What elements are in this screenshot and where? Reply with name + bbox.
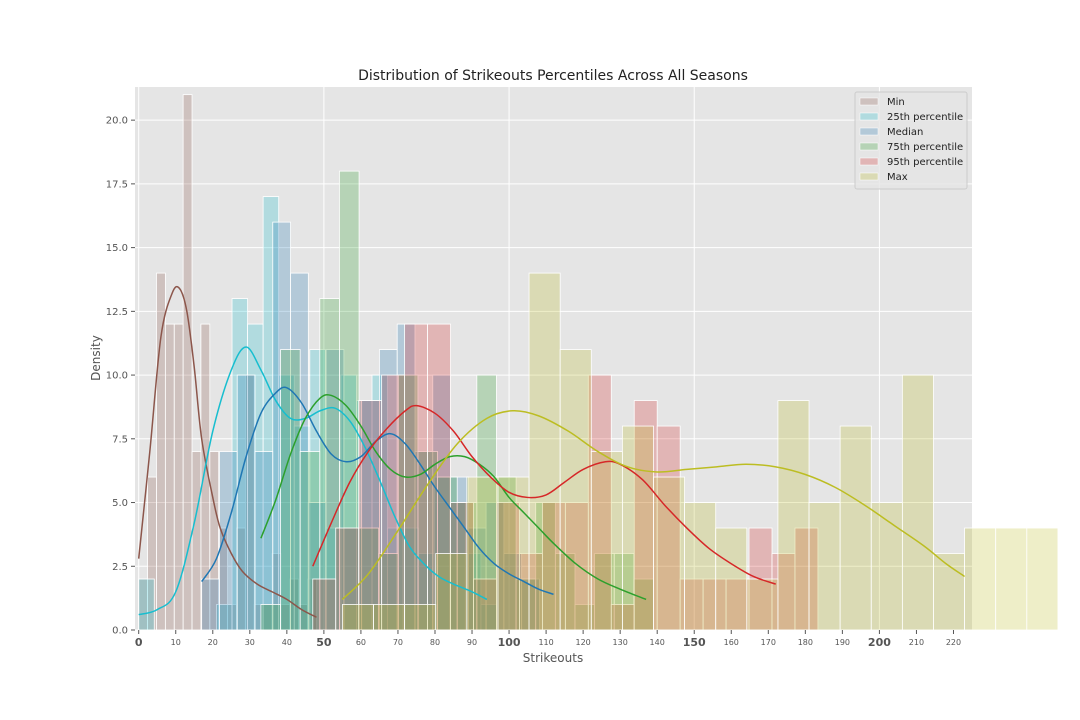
x-tick-label: 170 bbox=[761, 638, 776, 647]
x-axis-ticks: 0 10 20 30 40 50 60 70 80 90 100 110 120 130 140 150 160… bbox=[135, 630, 961, 649]
y-axis-ticks: 0.0 2.5 5.0 7.5 10.0 12.5 15.0 17.5 20.0 bbox=[106, 116, 135, 637]
legend-entry-label: 25th percentile bbox=[887, 112, 963, 123]
legend-swatch bbox=[859, 112, 879, 121]
hist-bar-5 bbox=[715, 527, 748, 631]
x-tick-label: 130 bbox=[613, 638, 628, 647]
legend-swatch bbox=[859, 142, 879, 151]
legend-swatch bbox=[859, 97, 879, 106]
x-tick-label: 160 bbox=[724, 638, 739, 647]
y-tick-label: 7.5 bbox=[112, 434, 128, 445]
kde-line-0 bbox=[137, 285, 317, 618]
legend-swatch bbox=[859, 172, 879, 181]
x-axis-label: Strikeouts bbox=[523, 651, 583, 665]
hist-bar-5 bbox=[933, 553, 965, 631]
hist-bar-1 bbox=[138, 578, 155, 631]
x-tick-label: 90 bbox=[467, 638, 477, 647]
legend-entry-label: 75th percentile bbox=[887, 142, 963, 153]
hist-bar-5 bbox=[870, 502, 903, 631]
hist-bar-4 bbox=[358, 400, 383, 631]
hist-bar-5 bbox=[559, 349, 592, 631]
x-tick-label: 220 bbox=[946, 638, 961, 647]
hist-bar-5 bbox=[404, 604, 437, 631]
x-tick-label: 140 bbox=[650, 638, 665, 647]
hist-bar-3 bbox=[280, 349, 301, 631]
y-tick-label: 20.0 bbox=[106, 116, 128, 127]
legend-swatch bbox=[859, 127, 879, 136]
hist-bar-5 bbox=[684, 502, 717, 631]
kde-curves bbox=[137, 285, 966, 618]
legend-box bbox=[854, 91, 968, 190]
gridlines bbox=[135, 87, 972, 631]
hist-bar-0 bbox=[164, 323, 175, 631]
x-tick-label: 10 bbox=[171, 638, 181, 647]
x-tick-label: 190 bbox=[835, 638, 850, 647]
hist-bar-2 bbox=[201, 578, 220, 631]
hist-bar-5 bbox=[1026, 527, 1059, 631]
kde-line-3 bbox=[260, 393, 647, 601]
legend-entry-label: Median bbox=[887, 127, 923, 138]
x-tick-label: 40 bbox=[282, 638, 292, 647]
y-tick-label: 12.5 bbox=[106, 307, 128, 318]
x-tick-label: 50 bbox=[316, 636, 332, 649]
y-axis-label: Density bbox=[89, 335, 103, 381]
hist-bar-5 bbox=[808, 502, 841, 631]
hist-bar-5 bbox=[497, 476, 530, 631]
legend-entry-label: Min bbox=[887, 97, 905, 108]
y-tick-label: 10.0 bbox=[106, 371, 128, 382]
kde-line-4 bbox=[312, 404, 776, 585]
x-tick-label: 100 bbox=[498, 636, 521, 649]
hist-bar-5 bbox=[746, 578, 779, 631]
hist-bar-5 bbox=[995, 527, 1028, 631]
hist-bar-4 bbox=[312, 578, 337, 631]
x-tick-label: 0 bbox=[135, 636, 143, 649]
hist-bar-2 bbox=[254, 451, 274, 631]
x-tick-label: 210 bbox=[909, 638, 924, 647]
legend-entry-label: Max bbox=[887, 172, 908, 183]
legend-swatch bbox=[859, 157, 879, 166]
hist-bar-5 bbox=[373, 604, 406, 631]
x-tick-label: 30 bbox=[245, 638, 255, 647]
kde-line-1 bbox=[138, 346, 488, 616]
hist-bar-5 bbox=[964, 527, 997, 631]
x-tick-label: 80 bbox=[430, 638, 440, 647]
hist-bar-0 bbox=[182, 94, 193, 631]
x-tick-label: 60 bbox=[356, 638, 366, 647]
hist-bar-5 bbox=[590, 451, 623, 631]
legend-entry-label: 95th percentile bbox=[887, 157, 963, 168]
x-tick-label: 70 bbox=[393, 638, 403, 647]
hist-bar-3 bbox=[260, 604, 281, 631]
hist-bar-5 bbox=[839, 425, 872, 631]
legend: Min 25th percentile Median 75th percentile 9… bbox=[854, 91, 968, 190]
plot-area bbox=[135, 87, 972, 630]
hist-bar-5 bbox=[901, 374, 934, 631]
hist-bar-5 bbox=[777, 400, 810, 631]
x-tick-label: 200 bbox=[868, 636, 891, 649]
hist-bar-0 bbox=[156, 272, 166, 631]
x-tick-label: 180 bbox=[798, 638, 813, 647]
y-tick-label: 2.5 bbox=[112, 562, 128, 573]
x-tick-label: 150 bbox=[683, 636, 706, 649]
y-tick-label: 5.0 bbox=[112, 498, 128, 509]
kde-line-5 bbox=[341, 409, 966, 600]
y-tick-label: 0.0 bbox=[112, 626, 128, 637]
y-tick-label: 17.5 bbox=[106, 179, 128, 190]
hist-bar-5 bbox=[466, 476, 499, 631]
hist-bar-5 bbox=[435, 553, 468, 631]
hist-bar-5 bbox=[528, 272, 561, 631]
x-tick-label: 120 bbox=[575, 638, 590, 647]
y-tick-label: 15.0 bbox=[106, 243, 128, 254]
hist-bar-5 bbox=[653, 476, 686, 631]
x-tick-label: 110 bbox=[538, 638, 553, 647]
chart-title: Distribution of Strikeouts Percentiles A… bbox=[358, 68, 748, 84]
hist-bar-2 bbox=[236, 374, 256, 631]
hist-bar-5 bbox=[341, 604, 374, 631]
x-tick-label: 20 bbox=[208, 638, 218, 647]
hist-bar-5 bbox=[621, 425, 654, 631]
hist-bar-0 bbox=[191, 451, 202, 631]
